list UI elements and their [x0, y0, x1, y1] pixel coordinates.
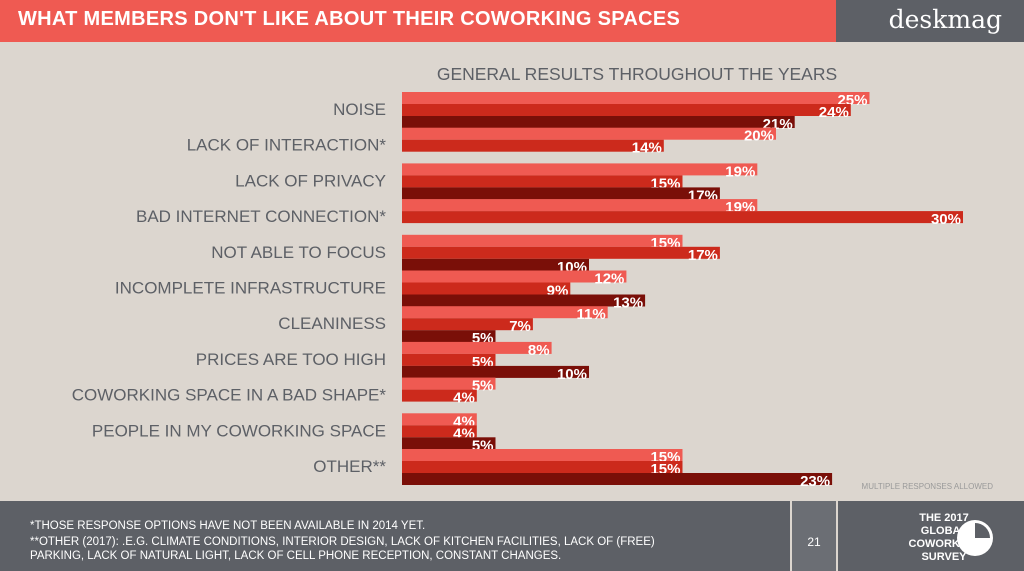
- category-label: CLEANINESS: [278, 314, 386, 333]
- bar-mark: [402, 389, 477, 402]
- bar-mark: [402, 104, 851, 116]
- page-number-box: 21: [792, 501, 836, 571]
- category-label: NOISE: [333, 100, 386, 119]
- bar-mark: [402, 211, 963, 224]
- value-label: 30%: [931, 211, 961, 228]
- category-label: LACK OF PRIVACY: [235, 171, 386, 190]
- value-label: 17%: [688, 247, 718, 264]
- page-title: WHAT MEMBERS DON'T LIKE ABOUT THEIR COWO…: [18, 8, 681, 30]
- title-bar: WHAT MEMBERS DON'T LIKE ABOUT THEIR COWO…: [0, 0, 836, 42]
- category-label: BAD INTERNET CONNECTION*: [136, 207, 386, 226]
- category-label: OTHER**: [313, 457, 386, 476]
- value-label: 7%: [509, 318, 531, 335]
- chart-note: MULTIPLE RESPONSES ALLOWED: [862, 482, 994, 491]
- value-label: 23%: [800, 473, 830, 490]
- value-label: 5%: [472, 378, 494, 395]
- bar-mark: [402, 163, 758, 176]
- survey-badge: THE 2017 GLOBAL COWORKING SURVEY: [838, 501, 1024, 571]
- bar-mark: [402, 270, 627, 283]
- bar-mark: [402, 92, 870, 104]
- bar-mark: [402, 139, 664, 152]
- footnote-3: PARKING, LACK OF NATURAL LIGHT, LACK OF …: [30, 550, 562, 562]
- survey-line-2: GLOBAL: [920, 525, 968, 537]
- footnotes: *THOSE RESPONSE OPTIONS HAVE NOT BEEN AV…: [0, 501, 790, 571]
- value-label: 13%: [613, 295, 643, 312]
- bar-mark: [402, 330, 496, 343]
- brand-box: deskmag: [836, 0, 1024, 42]
- bar-mark: [402, 294, 646, 307]
- brand-logo: deskmag: [888, 5, 1002, 34]
- footnote-1: *THOSE RESPONSE OPTIONS HAVE NOT BEEN AV…: [30, 520, 426, 532]
- bar-mark: [402, 353, 496, 366]
- bar-mark: [402, 258, 589, 271]
- bar-mark: [402, 234, 683, 247]
- value-label: 4%: [453, 390, 475, 407]
- footnote-2: **OTHER (2017): .E.G. CLIMATE CONDITIONS…: [30, 536, 655, 548]
- bar-mark: [402, 282, 571, 295]
- page-number: 21: [807, 535, 821, 549]
- bar-mark: [402, 377, 496, 390]
- bar-mark: [402, 199, 758, 212]
- bar-chart: GENERAL RESULTS THROUGHOUT THE YEARS NOI…: [72, 64, 994, 491]
- bar-mark: [402, 318, 533, 331]
- value-label: 19%: [725, 163, 755, 180]
- bar-mark: [402, 413, 477, 426]
- category-label: PEOPLE IN MY COWORKING SPACE: [92, 421, 386, 440]
- footer: *THOSE RESPONSE OPTIONS HAVE NOT BEEN AV…: [0, 501, 1024, 571]
- bar-mark: [402, 449, 683, 461]
- category-label: LACK OF INTERACTION*: [187, 136, 387, 155]
- category-label: NOT ABLE TO FOCUS: [211, 243, 386, 262]
- bar-mark: [402, 116, 795, 128]
- value-label: 24%: [819, 104, 849, 121]
- bar-mark: [402, 437, 496, 450]
- category-label: COWORKING SPACE IN A BAD SHAPE*: [72, 386, 387, 405]
- value-label: 12%: [594, 271, 624, 288]
- category-label: PRICES ARE TOO HIGH: [196, 350, 386, 369]
- bar-mark: [402, 461, 683, 473]
- pie-chart-icon: [957, 520, 993, 556]
- bar-mark: [402, 341, 552, 354]
- bar-mark: [402, 127, 776, 140]
- bar-mark: [402, 306, 608, 319]
- bar-mark: [402, 425, 477, 438]
- value-label: 20%: [744, 128, 774, 145]
- survey-line-4: SURVEY: [921, 551, 967, 563]
- header-bar: WHAT MEMBERS DON'T LIKE ABOUT THEIR COWO…: [0, 0, 1024, 42]
- chart-title: GENERAL RESULTS THROUGHOUT THE YEARS: [437, 64, 837, 84]
- bar-mark: [402, 473, 833, 485]
- value-label: 14%: [632, 140, 662, 157]
- bar-mark: [402, 187, 720, 200]
- category-label: INCOMPLETE INFRASTRUCTURE: [115, 279, 386, 298]
- value-label: 10%: [557, 366, 587, 383]
- bar-mark: [402, 175, 683, 188]
- survey-line-1: THE 2017: [919, 512, 969, 524]
- bar-mark: [402, 246, 720, 259]
- value-label: 8%: [528, 342, 550, 359]
- bar-mark: [402, 365, 589, 378]
- value-label: 11%: [576, 306, 605, 323]
